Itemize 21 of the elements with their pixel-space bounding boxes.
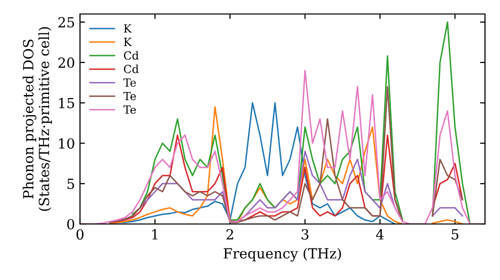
x-tick-label: 5 [452, 229, 458, 240]
legend-label: Cd [124, 51, 139, 60]
legend-label: Te [123, 106, 136, 114]
x-tick-label: 4 [376, 229, 384, 240]
legend-label: Cd [124, 64, 139, 74]
y-axis-title: Phonon projected DOS (States/THz·primitive cell) [22, 27, 52, 211]
legend-label: K [124, 38, 132, 46]
y-tick-label: 5 [67, 178, 74, 190]
x-axis-title: Frequency (THz) [224, 248, 341, 262]
x-tick-label: 0 [76, 229, 84, 240]
x-tick-label: 3 [302, 229, 308, 240]
y-tick-label: 25 [58, 17, 74, 28]
legend-label: K [124, 24, 132, 32]
y-tick-label: 15 [59, 98, 74, 108]
legend-label: Te [123, 92, 136, 100]
y-tick-label: 10 [59, 138, 74, 149]
x-tick-label: 2 [226, 229, 234, 240]
x-tick-label: 1 [152, 229, 158, 240]
y-tick-label: 0 [67, 218, 74, 230]
y-tick-label: 20 [58, 57, 74, 68]
legend-label: Te [123, 78, 136, 87]
